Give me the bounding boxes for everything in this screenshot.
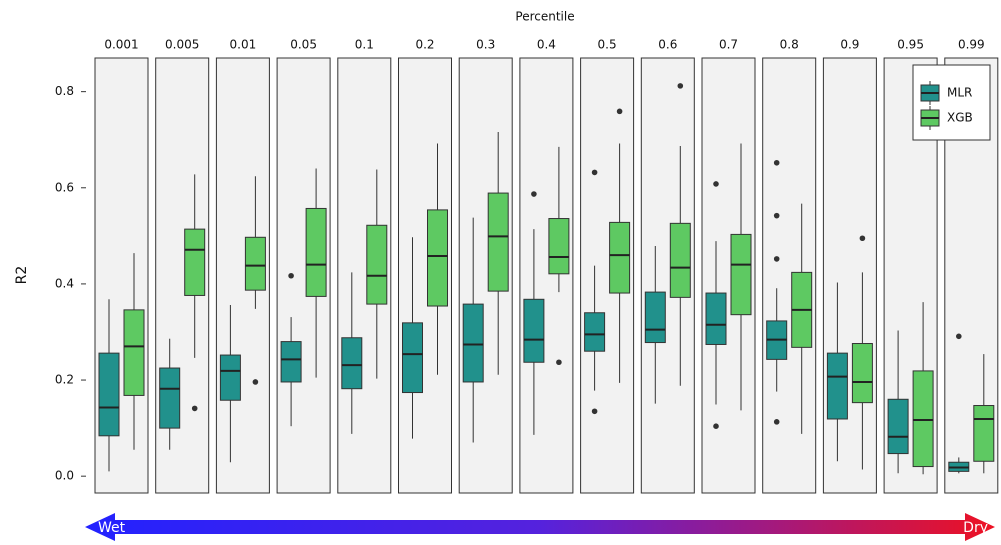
outlier: [288, 272, 294, 279]
facet-label: 0.3: [476, 38, 495, 52]
box: [973, 405, 995, 462]
y-tick-label: 0.4: [55, 276, 74, 290]
box: [427, 209, 448, 307]
box: [159, 367, 181, 429]
annotation: Wet: [98, 520, 126, 536]
box: [730, 233, 752, 316]
legend-label: XGB: [947, 111, 973, 125]
y-tick-label: 0.2: [55, 373, 74, 387]
outlier: [191, 405, 198, 412]
y-axis-title: R2: [14, 266, 30, 285]
wet-dry-arrow: [85, 513, 995, 541]
outlier: [531, 191, 537, 197]
box: [123, 309, 145, 396]
annotation: Dry: [963, 520, 988, 536]
outlier: [773, 159, 780, 166]
facet-label: 0.05: [290, 38, 317, 52]
facet-label: 0.95: [897, 38, 924, 52]
facet-label: 0.6: [658, 38, 677, 52]
x-axis-title: Percentile: [515, 10, 574, 24]
facet-label: 0.2: [415, 38, 434, 52]
box: [402, 322, 423, 394]
box: [669, 222, 691, 298]
legend-box: [912, 64, 991, 141]
box: [609, 221, 631, 294]
box: [366, 224, 388, 305]
box: [644, 291, 666, 344]
outlier: [616, 108, 623, 115]
outlier: [556, 359, 562, 366]
box: [887, 398, 909, 455]
outlier: [591, 169, 598, 176]
box: [523, 298, 545, 363]
outlier: [677, 83, 684, 89]
facet-label: 0.7: [719, 38, 738, 52]
facet-label: 0.4: [537, 38, 556, 52]
outlier: [252, 379, 259, 385]
facet-label: 0.99: [958, 38, 985, 52]
box: [851, 343, 873, 404]
facet-panel: [822, 57, 877, 494]
box: [280, 341, 302, 383]
facet-label: 0.5: [598, 38, 617, 52]
box: [244, 236, 266, 291]
box: [219, 354, 241, 401]
facet-panel: [519, 57, 574, 494]
box: [584, 312, 606, 352]
box: [705, 292, 727, 345]
outlier: [773, 256, 780, 262]
outlier: [713, 423, 719, 429]
facet-label: 0.1: [355, 38, 374, 52]
box: [548, 218, 570, 275]
outlier: [591, 408, 598, 415]
outlier: [859, 235, 866, 242]
outlier: [956, 333, 962, 340]
outlier: [773, 419, 780, 425]
legend-label: MLR: [947, 86, 972, 100]
facet-label: 0.005: [165, 38, 199, 52]
box: [912, 370, 934, 468]
facet-label: 0.9: [840, 38, 859, 52]
facet-label: 0.001: [104, 38, 138, 52]
facet-label: 0.8: [780, 38, 799, 52]
y-tick-label: 0.0: [55, 469, 74, 483]
box: [826, 352, 848, 420]
y-tick-label: 0.6: [55, 180, 74, 194]
facet-label: 0.01: [230, 38, 257, 52]
box: [305, 207, 327, 297]
box: [341, 337, 363, 390]
box: [98, 352, 120, 437]
box: [184, 228, 206, 296]
y-tick-label: 0.8: [55, 84, 74, 98]
outlier: [713, 181, 719, 187]
box: [462, 303, 484, 383]
outlier: [773, 212, 780, 219]
box: [487, 192, 509, 292]
